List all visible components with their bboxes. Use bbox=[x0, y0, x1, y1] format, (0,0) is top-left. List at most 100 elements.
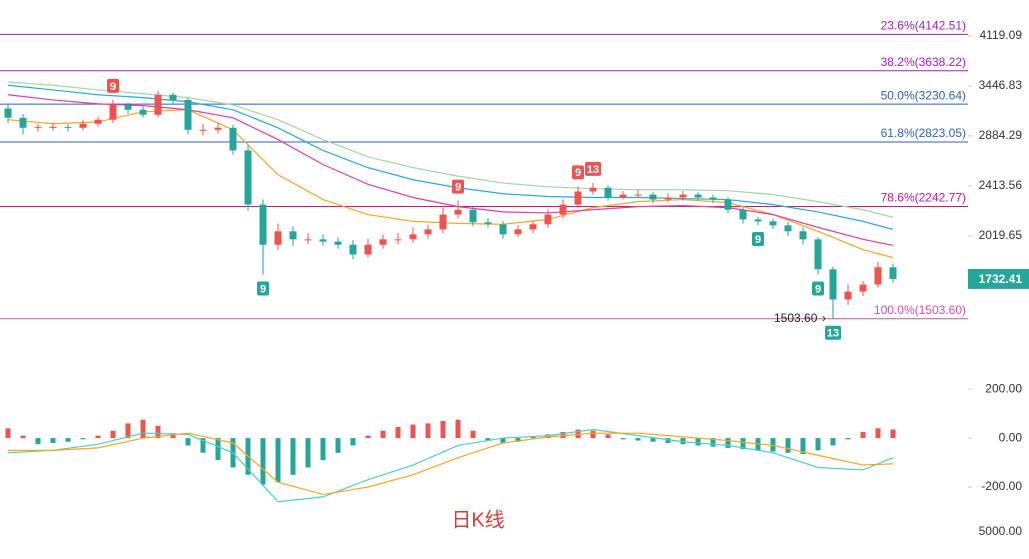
macd-bar bbox=[515, 438, 521, 442]
macd-bar bbox=[605, 434, 611, 439]
candle-body bbox=[484, 222, 492, 225]
candle-body bbox=[379, 239, 387, 245]
fib-label: 50.0%(3230.64) bbox=[881, 88, 966, 102]
macd-bar bbox=[710, 438, 716, 447]
candle-body bbox=[409, 234, 417, 240]
td-label: 13 bbox=[827, 328, 839, 340]
macd-bar bbox=[560, 431, 566, 439]
y-tick-label: 3446.83 bbox=[979, 78, 1023, 92]
candle-body bbox=[64, 126, 72, 128]
candle-body bbox=[169, 94, 177, 100]
candle-body bbox=[859, 284, 867, 292]
macd-bar bbox=[395, 427, 401, 439]
candle-body bbox=[4, 108, 12, 118]
macd-bar bbox=[680, 438, 686, 445]
fib-label: 78.6%(2242.77) bbox=[881, 191, 966, 205]
candle-body bbox=[634, 194, 642, 196]
macd-line bbox=[7, 428, 894, 503]
macd-bar bbox=[95, 435, 101, 439]
fib-label: 23.6%(4142.51) bbox=[881, 19, 966, 33]
td-label: 13 bbox=[587, 164, 599, 176]
candle-body bbox=[124, 104, 132, 110]
td-marker bbox=[107, 78, 119, 93]
y-tick-label: -200.00 bbox=[981, 479, 1022, 493]
volume-tick-label: 5000.00 bbox=[979, 524, 1023, 538]
macd-bar bbox=[590, 430, 596, 439]
td-marker bbox=[752, 231, 764, 246]
candle-body bbox=[544, 214, 552, 225]
candle-body bbox=[109, 104, 117, 120]
y-tick-label: 2884.29 bbox=[979, 128, 1023, 142]
candle-body bbox=[724, 199, 732, 210]
macd-bar bbox=[425, 423, 431, 439]
candle-body bbox=[229, 127, 237, 151]
macd-bar bbox=[440, 420, 446, 439]
macd-bar bbox=[50, 438, 56, 443]
macd-bar bbox=[785, 438, 791, 453]
candle-body bbox=[79, 123, 87, 128]
candle-body bbox=[469, 209, 477, 223]
candle-body bbox=[154, 94, 162, 115]
candle-body bbox=[334, 241, 342, 245]
macd-bar bbox=[335, 438, 341, 453]
macd-bar bbox=[770, 438, 776, 452]
td-marker bbox=[452, 179, 464, 194]
macd-bar bbox=[635, 438, 641, 441]
price-tag-label: 1732.41 bbox=[979, 272, 1023, 286]
candle-body bbox=[349, 244, 357, 255]
candle-body bbox=[769, 221, 777, 226]
macd-bar bbox=[365, 435, 371, 439]
candle-body bbox=[244, 150, 252, 205]
macd-bar bbox=[185, 438, 191, 446]
td-label: 9 bbox=[815, 283, 821, 295]
macd-bar bbox=[80, 438, 86, 440]
candle-body bbox=[274, 231, 282, 245]
macd-bar bbox=[575, 429, 581, 439]
candle-body bbox=[649, 194, 657, 200]
macd-bar bbox=[455, 419, 461, 439]
y-tick-label: 0.00 bbox=[999, 430, 1023, 444]
macd-bar bbox=[620, 438, 626, 440]
candle-body bbox=[799, 231, 807, 240]
candle-body bbox=[874, 267, 882, 285]
macd-bar bbox=[830, 438, 836, 446]
candle-body bbox=[514, 229, 522, 235]
candle-body bbox=[184, 99, 192, 130]
price-tag bbox=[968, 268, 1029, 289]
macd-bar bbox=[35, 438, 41, 445]
macd-bar bbox=[5, 428, 11, 439]
candle-body bbox=[439, 214, 447, 230]
macd-bar bbox=[170, 433, 176, 439]
candle-body bbox=[679, 194, 687, 198]
candle-body bbox=[259, 204, 267, 245]
y-tick-label: 2019.65 bbox=[979, 228, 1023, 242]
td-label: 9 bbox=[455, 182, 461, 194]
macd-bar bbox=[110, 430, 116, 439]
macd-bar bbox=[290, 438, 296, 475]
macd-bar bbox=[890, 429, 896, 439]
macd-bar bbox=[20, 435, 26, 439]
macd-bar bbox=[800, 438, 806, 455]
macd-bar bbox=[815, 438, 821, 451]
candle-body bbox=[19, 117, 27, 128]
candle-body bbox=[94, 119, 102, 124]
macd-bar bbox=[725, 438, 731, 448]
candle-body bbox=[199, 129, 207, 131]
candle-body bbox=[559, 204, 567, 215]
macd-bar bbox=[740, 438, 746, 450]
macd-bar bbox=[485, 438, 491, 441]
macd-bar bbox=[845, 438, 851, 440]
candle-body bbox=[529, 224, 537, 230]
macd-bar bbox=[860, 431, 866, 439]
macd-bar bbox=[275, 438, 281, 483]
y-tick-label: 4119.09 bbox=[980, 28, 1023, 42]
macd-bar bbox=[200, 438, 206, 453]
candle-body bbox=[619, 194, 627, 198]
macd-line bbox=[8, 432, 894, 496]
macd-bar bbox=[125, 423, 131, 439]
macd-bar bbox=[470, 430, 476, 439]
macd-bar bbox=[65, 438, 71, 442]
candle-body bbox=[814, 239, 822, 270]
